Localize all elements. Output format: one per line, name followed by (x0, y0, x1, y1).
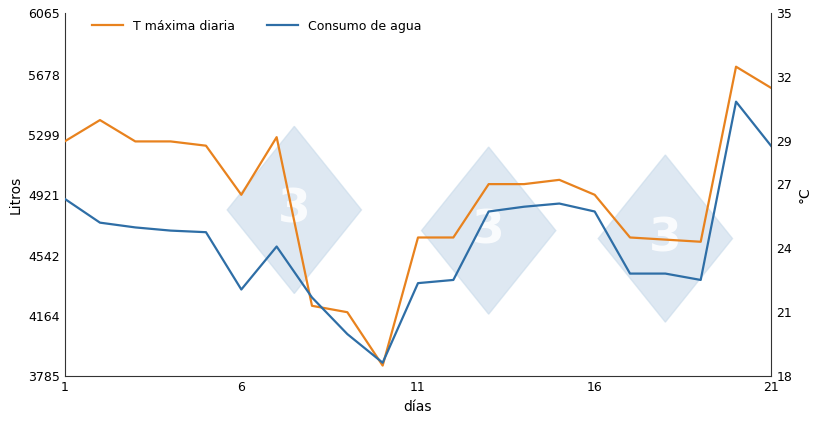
Consumo de agua (378, 360, 387, 365)
T máxima diaria (518, 181, 528, 187)
Text: 3: 3 (278, 187, 310, 233)
Consumo de agua (624, 271, 634, 276)
Consumo de agua (165, 228, 175, 233)
T máxima diaria (271, 135, 281, 140)
T máxima diaria (589, 192, 599, 197)
Text: 3: 3 (648, 216, 681, 261)
X-axis label: días: días (403, 400, 432, 414)
Consumo de agua (766, 144, 776, 149)
T máxima diaria (448, 235, 458, 240)
Consumo de agua (695, 277, 705, 282)
Consumo de agua (306, 295, 316, 300)
Consumo de agua (731, 99, 740, 104)
Consumo de agua (589, 209, 599, 214)
Consumo de agua (483, 209, 493, 214)
T máxima diaria (60, 139, 70, 144)
Y-axis label: °C: °C (797, 187, 811, 203)
Line: T máxima diaria: T máxima diaria (65, 67, 771, 365)
T máxima diaria (695, 239, 705, 244)
Consumo de agua (554, 201, 563, 206)
Consumo de agua (342, 332, 352, 337)
T máxima diaria (624, 235, 634, 240)
T máxima diaria (731, 64, 740, 69)
Y-axis label: Litros: Litros (8, 176, 22, 214)
Polygon shape (227, 126, 361, 293)
Text: 3: 3 (472, 208, 505, 253)
T máxima diaria (659, 237, 669, 242)
Polygon shape (421, 147, 555, 314)
Consumo de agua (659, 271, 669, 276)
T máxima diaria (95, 118, 105, 123)
T máxima diaria (766, 86, 776, 91)
Consumo de agua (201, 230, 210, 235)
Consumo de agua (271, 244, 281, 249)
Consumo de agua (236, 287, 246, 292)
T máxima diaria (483, 181, 493, 187)
T máxima diaria (306, 303, 316, 308)
Consumo de agua (518, 204, 528, 209)
Consumo de agua (60, 196, 70, 201)
T máxima diaria (165, 139, 175, 144)
T máxima diaria (413, 235, 423, 240)
Consumo de agua (448, 277, 458, 282)
Line: Consumo de agua: Consumo de agua (65, 102, 771, 363)
Legend: T máxima diaria, Consumo de agua: T máxima diaria, Consumo de agua (92, 19, 421, 32)
T máxima diaria (236, 192, 246, 197)
Polygon shape (598, 155, 731, 322)
Consumo de agua (130, 225, 140, 230)
T máxima diaria (378, 363, 387, 368)
Consumo de agua (413, 281, 423, 286)
T máxima diaria (554, 177, 563, 182)
T máxima diaria (342, 310, 352, 315)
T máxima diaria (130, 139, 140, 144)
T máxima diaria (201, 143, 210, 148)
Consumo de agua (95, 220, 105, 225)
